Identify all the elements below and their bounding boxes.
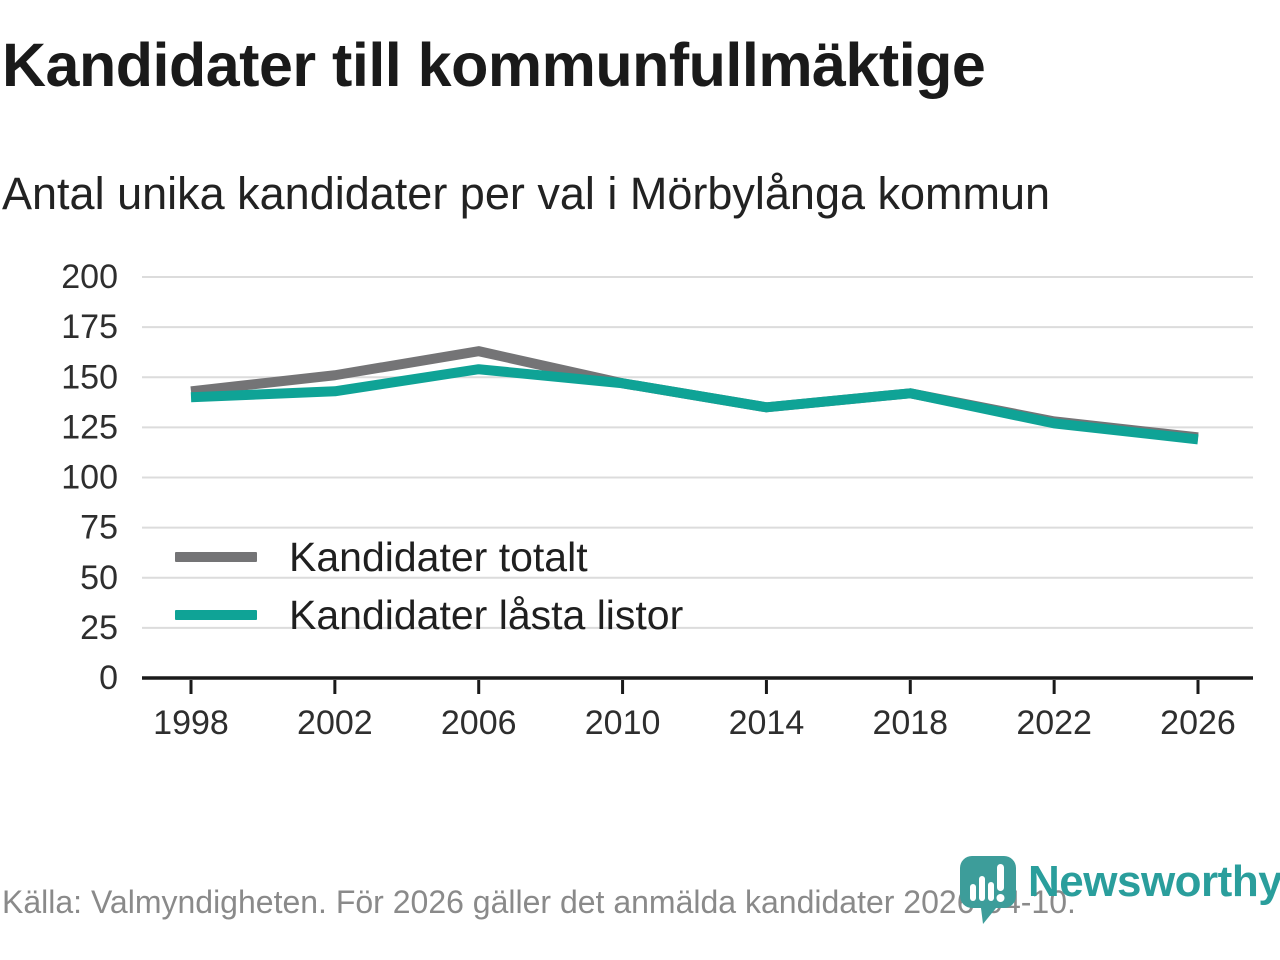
legend-item-kandidater-totalt: Kandidater totalt bbox=[175, 532, 683, 582]
x-axis-tick-label: 2010 bbox=[585, 704, 661, 742]
source-note: Källa: Valmyndigheten. För 2026 gäller d… bbox=[2, 884, 1076, 920]
page-title: Kandidater till kommunfullmäktige bbox=[2, 31, 986, 99]
y-axis-tick-label: 25 bbox=[80, 609, 118, 647]
line-chart: 0 25 50 75 100 125 150 175 200 1998 2002 2006 2010 20… bbox=[0, 250, 1280, 760]
x-axis-tick-label: 2026 bbox=[1160, 704, 1236, 742]
y-axis-tick-label: 75 bbox=[80, 509, 118, 547]
y-axis-tick-label: 125 bbox=[61, 408, 118, 446]
chart-legend: Kandidater totalt Kandidater låsta listo… bbox=[175, 532, 683, 640]
x-axis-tick-label: 2002 bbox=[297, 704, 373, 742]
x-axis-tick-label: 2018 bbox=[872, 704, 948, 742]
y-axis-tick-label: 200 bbox=[61, 258, 118, 296]
y-axis-tick-label: 100 bbox=[61, 459, 118, 497]
line-chart-canvas: 0 25 50 75 100 125 150 175 200 1998 2002 2006 2010 20… bbox=[61, 258, 1253, 742]
legend-label-kandidater-totalt: Kandidater totalt bbox=[289, 533, 588, 580]
x-axis-tick-label: 2006 bbox=[441, 704, 517, 742]
page-subtitle: Antal unika kandidater per val i Mörbylå… bbox=[2, 168, 1051, 219]
legend-label-kandidater-lasta-listor: Kandidater låsta listor bbox=[289, 591, 684, 638]
newsworthy-logo: Newsworthy bbox=[958, 854, 1280, 926]
y-axis-tick-label: 0 bbox=[99, 659, 118, 697]
legend-swatch-kandidater-lasta-listor bbox=[175, 610, 257, 620]
x-axis-tick-label: 2022 bbox=[1016, 704, 1092, 742]
y-axis-tick-label: 150 bbox=[61, 358, 118, 396]
legend-swatch-kandidater-totalt bbox=[175, 552, 257, 562]
y-axis-tick-label: 50 bbox=[80, 559, 118, 597]
series-line-lasta-listor bbox=[190, 364, 1199, 445]
y-axis-tick-label: 175 bbox=[61, 308, 118, 346]
x-axis-tick-label: 2014 bbox=[729, 704, 805, 742]
newsworthy-logo-text: Newsworthy bbox=[1028, 857, 1280, 906]
legend-item-kandidater-lasta-listor: Kandidater låsta listor bbox=[175, 590, 683, 640]
x-axis-tick-label: 1998 bbox=[153, 704, 229, 742]
newsworthy-logo-icon bbox=[960, 856, 1016, 924]
